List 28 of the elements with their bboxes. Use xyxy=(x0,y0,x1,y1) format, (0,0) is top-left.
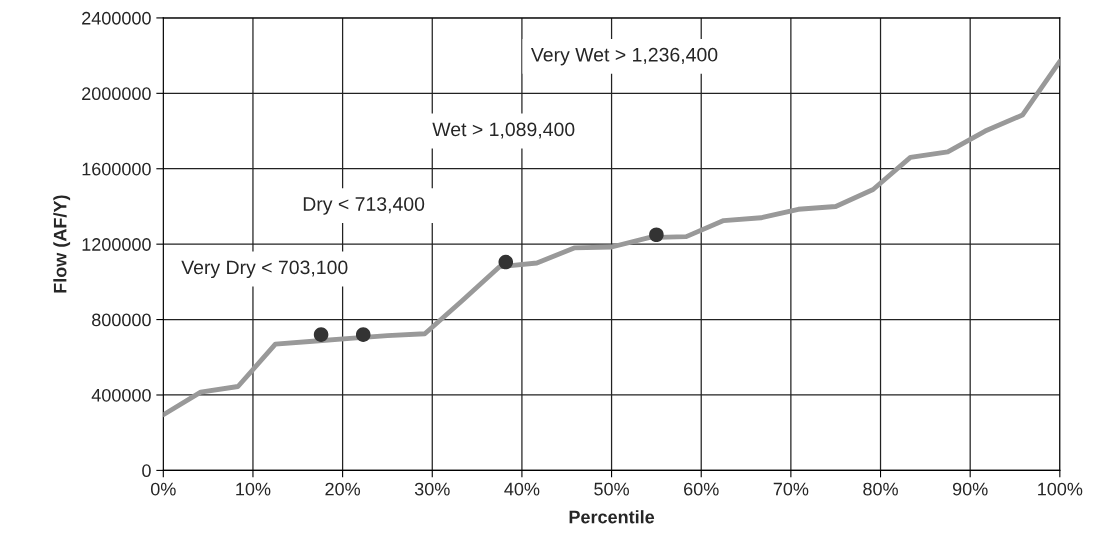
x-tick-label: 70% xyxy=(773,482,809,496)
annotation: Dry < 713,400 xyxy=(303,197,425,215)
x-tick-label: 60% xyxy=(684,482,719,496)
x-tick-label: 80% xyxy=(863,482,898,496)
y-tick-label: 2400000 xyxy=(82,11,151,25)
point xyxy=(649,227,664,243)
x-tick-label: 0% xyxy=(150,482,176,496)
x-tick-label: 20% xyxy=(325,482,361,496)
annotation: Wet > 1,089,400 xyxy=(432,122,575,139)
y-tick-label: 1200000 xyxy=(82,238,151,251)
y-tick-label: 400000 xyxy=(91,388,151,402)
x-tick-label: 90% xyxy=(952,482,988,496)
x-axis-title: Percentile xyxy=(569,510,655,524)
point xyxy=(498,254,514,270)
point xyxy=(313,327,329,342)
y-axis-title: Flow (AF/Y) xyxy=(53,195,71,293)
x-tick-label: 100% xyxy=(1038,482,1083,496)
x-tick-label: 30% xyxy=(414,482,450,496)
y-tick-label: 1600000 xyxy=(82,162,151,176)
y-tick-label: 2000000 xyxy=(82,87,151,101)
x-tick-label: 40% xyxy=(504,482,540,496)
y-tick-label: 800000 xyxy=(92,313,151,327)
annotation: Very Dry < 703,100 xyxy=(181,260,348,279)
x-tick-label: 10% xyxy=(236,482,271,496)
x-tick-label: 50% xyxy=(594,482,629,496)
point xyxy=(355,327,371,342)
y-tick-label: 0 xyxy=(142,464,151,478)
annotation: Very Wet > 1,236,400 xyxy=(530,47,718,66)
